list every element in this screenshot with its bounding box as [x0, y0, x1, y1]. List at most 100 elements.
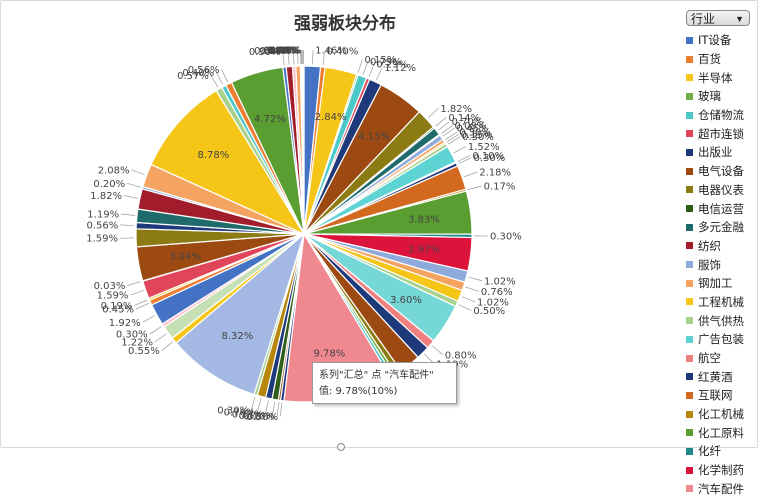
legend-item[interactable]: 汽车配件 — [686, 480, 758, 498]
legend-label: 互联网 — [698, 387, 733, 403]
leader-line — [162, 342, 173, 351]
legend-swatch — [686, 355, 693, 362]
data-label: 0.56% — [188, 65, 220, 76]
legend-item[interactable]: 超市连锁 — [686, 124, 758, 143]
legend-item[interactable]: 广告包装 — [686, 330, 758, 349]
leader-line — [468, 186, 482, 190]
resize-handle[interactable] — [337, 443, 345, 451]
tooltip-series: 系列"汇总" 点 "汽车配件" — [319, 368, 450, 384]
data-label: 1.02% — [484, 276, 516, 287]
legend-label: 广告包装 — [698, 331, 744, 347]
legend-item[interactable]: 钢加工 — [686, 274, 758, 293]
data-label: 0.30% — [490, 232, 522, 243]
data-label: 1.59% — [86, 234, 118, 245]
data-label: 1.19% — [87, 209, 119, 220]
legend-item[interactable]: 多元金融 — [686, 218, 758, 237]
chevron-down-icon: ▼ — [735, 11, 744, 27]
legend-label: 电气设备 — [698, 163, 744, 179]
legend-label: 多元金融 — [698, 219, 744, 235]
legend-swatch — [686, 168, 693, 175]
leader-line — [121, 214, 135, 216]
legend-swatch — [686, 392, 693, 399]
leader-line — [466, 287, 479, 291]
data-label: 4.13% — [358, 131, 390, 142]
legend-item[interactable]: 化纤 — [686, 442, 758, 461]
data-label: 0.20% — [93, 179, 125, 190]
leader-line — [127, 282, 140, 286]
legend-item[interactable]: 化工机械 — [686, 405, 758, 424]
legend-swatch — [686, 112, 693, 119]
legend-item[interactable]: 供气供热 — [686, 311, 758, 330]
legend-item[interactable]: 仓储物流 — [686, 106, 758, 125]
legend-label: 化学制药 — [698, 462, 744, 478]
data-label: 0.50% — [473, 306, 505, 317]
legend-swatch — [686, 93, 693, 100]
data-label: 0.76% — [481, 287, 513, 298]
legend-label: 超市连锁 — [698, 126, 744, 142]
legend-item[interactable]: 玻璃 — [686, 87, 758, 106]
data-label: 4.72% — [254, 114, 286, 125]
legend-label: 红黄酒 — [698, 369, 733, 385]
leader-line — [459, 158, 472, 164]
legend-item[interactable]: 化学制药 — [686, 461, 758, 480]
data-label: 9.78% — [313, 348, 345, 359]
legend-item[interactable]: 出版业 — [686, 143, 758, 162]
data-label: 2.08% — [98, 165, 130, 176]
data-label: 1.82% — [90, 191, 122, 202]
legend-swatch — [686, 373, 693, 380]
data-label: 3.83% — [408, 214, 440, 225]
legend-item[interactable]: IT设备 — [686, 31, 758, 50]
legend-item[interactable]: 百货 — [686, 50, 758, 69]
leader-line — [124, 195, 138, 198]
legend-swatch — [686, 130, 693, 137]
legend-item[interactable]: 航空 — [686, 349, 758, 368]
legend-item[interactable]: 电信运营 — [686, 199, 758, 218]
tooltip-value: 值: 9.78%(10%) — [319, 384, 450, 400]
leader-line — [447, 134, 459, 142]
legend-item[interactable]: 半导体 — [686, 68, 758, 87]
legend-label: 工程机械 — [698, 294, 744, 310]
legend-swatch — [686, 485, 693, 492]
data-label: 8.32% — [221, 331, 253, 342]
legend: 行业 ▼ IT设备百货半导体玻璃仓储物流超市连锁出版业电气设备电器仪表电信运营多… — [686, 10, 758, 498]
data-label: 0.30% — [217, 406, 249, 417]
legend-swatch — [686, 336, 693, 343]
legend-swatch — [686, 448, 693, 455]
legend-label: 化工机械 — [698, 406, 744, 422]
legend-item[interactable]: 红黄酒 — [686, 367, 758, 386]
legend-label: 电信运营 — [698, 201, 744, 217]
legend-item[interactable]: 互联网 — [686, 386, 758, 405]
legend-swatch — [686, 37, 693, 44]
legend-label: 航空 — [698, 350, 721, 366]
legend-item[interactable]: 化工原料 — [686, 423, 758, 442]
legend-item[interactable]: 服饰 — [686, 255, 758, 274]
legend-swatch — [686, 411, 693, 418]
legend-item[interactable]: 电气设备 — [686, 162, 758, 181]
legend-item[interactable]: 纺织 — [686, 237, 758, 256]
tooltip: 系列"汇总" 点 "汽车配件" 值: 9.78%(10%) — [312, 362, 457, 404]
filter-label: 行业 — [691, 12, 715, 26]
legend-swatch — [686, 317, 693, 324]
data-label: 1.59% — [97, 291, 129, 302]
leader-line — [150, 327, 162, 335]
legend-swatch — [686, 467, 693, 474]
legend-swatch — [686, 242, 693, 249]
legend-label: 化工原料 — [698, 425, 744, 441]
leader-line — [468, 277, 482, 281]
leader-line — [458, 155, 471, 161]
legend-item[interactable]: 工程机械 — [686, 293, 758, 312]
leader-line — [130, 290, 143, 295]
industry-filter-dropdown[interactable]: 行业 ▼ — [686, 10, 750, 26]
legend-label: 半导体 — [698, 70, 733, 86]
legend-swatch — [686, 224, 693, 231]
legend-label: 钢加工 — [698, 275, 733, 291]
data-label: 0.19% — [101, 301, 133, 312]
data-label: 0.17% — [484, 181, 516, 192]
legend-label: 供气供热 — [698, 313, 744, 329]
legend-label: 玻璃 — [698, 88, 721, 104]
data-label: 1.92% — [109, 318, 141, 329]
leader-line — [127, 183, 140, 187]
legend-item[interactable]: 电器仪表 — [686, 181, 758, 200]
legend-swatch — [686, 298, 693, 305]
legend-swatch — [686, 429, 693, 436]
